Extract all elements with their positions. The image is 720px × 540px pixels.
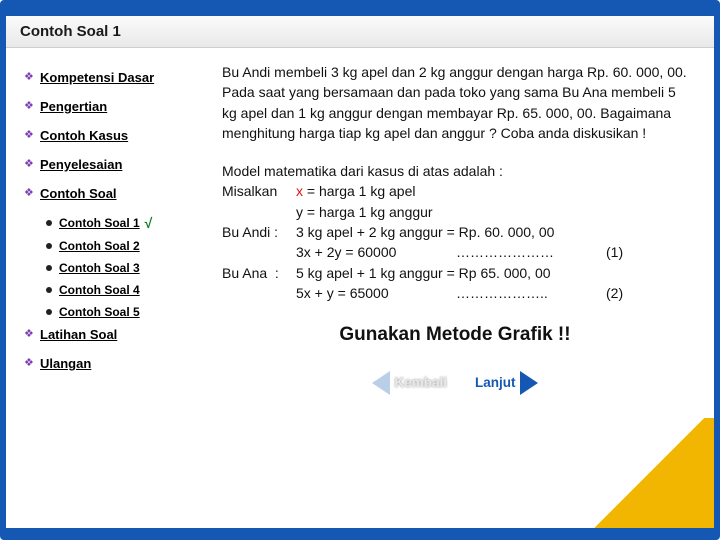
diamond-bullet-icon: ❖: [24, 102, 33, 111]
ana-num: (2): [606, 283, 623, 303]
let-x: x = harga 1 kg apel: [296, 181, 415, 201]
diamond-bullet-icon: ❖: [24, 131, 33, 140]
diamond-bullet-icon: ❖: [24, 189, 33, 198]
diamond-bullet-icon: ❖: [24, 359, 33, 368]
next-label: Lanjut: [475, 373, 516, 393]
corner-decoration: [594, 418, 714, 528]
next-button[interactable]: Lanjut: [475, 371, 538, 395]
arrow-left-icon: [372, 371, 390, 395]
circle-bullet-icon: [46, 309, 52, 315]
sidebar-item-contoh-soal[interactable]: ❖ Contoh Soal: [24, 186, 194, 201]
var-x: x: [296, 183, 303, 199]
sidebar-item-label: Latihan Soal: [40, 327, 117, 342]
let-row-y: y = harga 1 kg anggur: [222, 202, 688, 222]
diamond-bullet-icon: ❖: [24, 73, 33, 82]
model-block: Model matematika dari kasus di atas adal…: [222, 161, 688, 303]
arrow-right-icon: [520, 371, 538, 395]
let-row-x: Misalkan x = harga 1 kg apel: [222, 181, 688, 201]
sidebar-item-label: Contoh Kasus: [40, 128, 128, 143]
nav-buttons: Kembali Lanjut: [222, 371, 688, 395]
circle-bullet-icon: [46, 243, 52, 249]
ana-label: Bu Ana :: [222, 263, 296, 283]
sidebar-item-label: Penyelesaian: [40, 157, 122, 172]
sidebar-subitem-soal2[interactable]: Contoh Soal 2: [46, 239, 194, 253]
circle-bullet-icon: [46, 220, 52, 226]
sidebar-item-penyelesaian[interactable]: ❖ Penyelesaian: [24, 157, 194, 172]
sidebar-subitem-label: Contoh Soal 4: [59, 283, 140, 297]
back-button[interactable]: Kembali: [372, 371, 447, 395]
ana-row1: Bu Ana : 5 kg apel + 1 kg anggur = Rp 65…: [222, 263, 688, 283]
ana-row2: 5x + y = 65000 ……………….. (2): [222, 283, 688, 303]
sidebar-subitem-soal5[interactable]: Contoh Soal 5: [46, 305, 194, 319]
problem-text: Bu Andi membeli 3 kg apel dan 2 kg anggu…: [222, 62, 688, 143]
model-intro: Model matematika dari kasus di atas adal…: [222, 161, 688, 181]
andi-row2: 3x + 2y = 60000 ………………… (1): [222, 242, 688, 262]
sidebar-subitem-label: Contoh Soal 1: [59, 216, 140, 230]
sidebar-item-kompetensi[interactable]: ❖ Kompetensi Dasar: [24, 70, 194, 85]
diamond-bullet-icon: ❖: [24, 330, 33, 339]
sidebar-subitem-soal1[interactable]: Contoh Soal 1 √: [46, 215, 194, 231]
sidebar-subitem-label: Contoh Soal 2: [59, 239, 140, 253]
sidebar-item-label: Ulangan: [40, 356, 91, 371]
ana-line1: 5 kg apel + 1 kg anggur = Rp 65. 000, 00: [296, 263, 551, 283]
sidebar-item-pengertian[interactable]: ❖ Pengertian: [24, 99, 194, 114]
ana-eq: 5x + y = 65000: [296, 283, 456, 303]
sidebar-item-label: Pengertian: [40, 99, 107, 114]
sidebar-item-contoh-kasus[interactable]: ❖ Contoh Kasus: [24, 128, 194, 143]
circle-bullet-icon: [46, 265, 52, 271]
sidebar-item-label: Contoh Soal: [40, 186, 117, 201]
sidebar-subitem-label: Contoh Soal 3: [59, 261, 140, 275]
let-x-rest: = harga 1 kg apel: [303, 183, 415, 199]
andi-line1: 3 kg apel + 2 kg anggur = Rp. 60. 000, 0…: [296, 222, 554, 242]
page-title: Contoh Soal 1: [6, 16, 714, 48]
andi-label: Bu Andi :: [222, 222, 296, 242]
sidebar-subitem-soal3[interactable]: Contoh Soal 3: [46, 261, 194, 275]
back-label: Kembali: [394, 373, 447, 393]
sidebar: ❖ Kompetensi Dasar ❖ Pengertian ❖ Contoh…: [6, 48, 204, 524]
circle-bullet-icon: [46, 287, 52, 293]
andi-dots: …………………: [456, 242, 606, 262]
diamond-bullet-icon: ❖: [24, 160, 33, 169]
andi-num: (1): [606, 242, 623, 262]
callout-heading: Gunakan Metode Grafik !!: [222, 321, 688, 349]
sidebar-item-label: Kompetensi Dasar: [40, 70, 154, 85]
sidebar-subitem-label: Contoh Soal 5: [59, 305, 140, 319]
sidebar-item-ulangan[interactable]: ❖ Ulangan: [24, 356, 194, 371]
checkmark-icon: √: [145, 215, 153, 231]
andi-row1: Bu Andi : 3 kg apel + 2 kg anggur = Rp. …: [222, 222, 688, 242]
let-y: y = harga 1 kg anggur: [296, 202, 433, 222]
let-label: Misalkan: [222, 181, 296, 201]
sidebar-item-latihan[interactable]: ❖ Latihan Soal: [24, 327, 194, 342]
andi-eq: 3x + 2y = 60000: [296, 242, 456, 262]
ana-dots: ………………..: [456, 283, 606, 303]
sidebar-subitem-soal4[interactable]: Contoh Soal 4: [46, 283, 194, 297]
